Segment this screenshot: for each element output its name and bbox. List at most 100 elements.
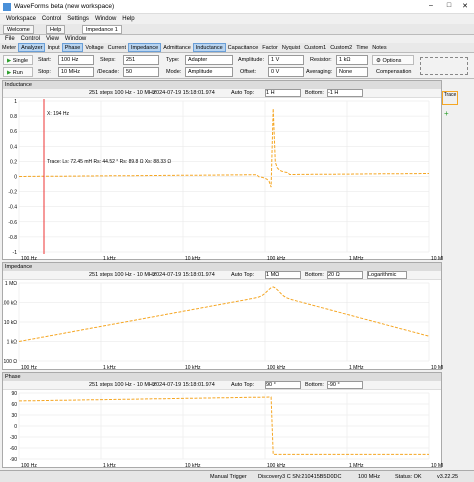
ribbon-notes[interactable]: Notes <box>372 45 387 51</box>
start-label: Start: <box>38 57 52 63</box>
submenu-view[interactable]: View <box>46 36 59 42</box>
menu-help[interactable]: Help <box>122 15 135 22</box>
type-select[interactable]: Adapter <box>185 55 233 65</box>
menu-window[interactable]: Window <box>94 15 117 22</box>
run-button[interactable]: ▶ Run <box>3 67 33 77</box>
compensation-label[interactable]: Compensation <box>376 69 412 75</box>
clock-label[interactable]: 100 MHz <box>358 474 381 480</box>
decade-select[interactable]: 50 <box>123 67 159 77</box>
impedance-top-select[interactable]: 1 MΩ <box>265 271 301 279</box>
stop-select[interactable]: 10 MHz <box>58 67 94 77</box>
tab-welcome[interactable]: Welcome <box>3 25 34 34</box>
start-select[interactable]: 100 Hz <box>58 55 94 65</box>
ribbon-analyzer[interactable]: Analyzer <box>18 43 46 52</box>
y-tick-label: -0.2 <box>8 190 17 196</box>
x-tick-label: 10 MHz <box>431 463 443 469</box>
x-tick-label: 100 Hz <box>21 365 37 371</box>
y-tick-label: -30 <box>10 435 17 441</box>
ribbon-meter[interactable]: Meter <box>2 45 17 51</box>
tab-help[interactable]: Help <box>46 25 66 34</box>
circuit-diagram-icon <box>420 57 468 75</box>
steps-select[interactable]: 251 <box>123 55 159 65</box>
x-tick-label: 10 MHz <box>431 365 443 371</box>
add-icon[interactable]: + <box>444 109 449 118</box>
ribbon-capacitance[interactable]: Capacitance <box>227 45 259 51</box>
offset-select[interactable]: 0 V <box>268 67 304 77</box>
phase-bottom-label: Bottom: <box>305 382 324 388</box>
minimize-button[interactable]: – <box>429 2 433 9</box>
device-label[interactable]: Discovery3 C SN:210415B5D0DC <box>258 474 342 480</box>
impedance-scale-select[interactable]: Logarithmic <box>367 271 407 279</box>
submenu-control[interactable]: Control <box>20 36 41 42</box>
ribbon-time[interactable]: Time <box>356 45 369 51</box>
y-tick-label: -0.4 <box>8 205 17 211</box>
side-panel: Trace + <box>442 79 474 129</box>
averaging-select[interactable]: None <box>336 67 368 77</box>
ribbon-phase[interactable]: Phase <box>61 43 84 52</box>
mode-label: Mode: <box>166 69 182 75</box>
options-button[interactable]: ⚙ Options <box>372 55 414 65</box>
y-tick-label: 0.8 <box>10 114 17 120</box>
single-button[interactable]: ▶ Single <box>3 55 33 65</box>
phase-top-select[interactable]: 90 ° <box>265 381 301 389</box>
status-label: Status: OK <box>395 474 422 480</box>
x-tick-label: 10 kHz <box>185 365 201 371</box>
inductance-top-select[interactable]: 1 H <box>265 89 301 97</box>
mode-select[interactable]: Amplitude <box>185 67 233 77</box>
phase-autotop-checkbox[interactable]: Auto Top: <box>231 382 255 388</box>
tab-impedance[interactable]: Impedance 1 <box>82 25 122 34</box>
offset-label: Offset: <box>240 69 257 75</box>
menu-workspace[interactable]: Workspace <box>6 15 36 22</box>
x-tick-label: 1 MHz <box>349 256 364 262</box>
y-tick-label: 30 <box>11 413 17 419</box>
phase-plot[interactable]: 90 60 30 0 -30 -60 -90 100 Hz 1 kHz 10 kHz 100 kHz… <box>3 391 443 471</box>
impedance-bottom-select[interactable]: 20 Ω <box>327 271 363 279</box>
ribbon-nyquist[interactable]: Nyquist <box>281 45 301 51</box>
trace-button[interactable]: Trace <box>442 91 458 105</box>
options-label: Options <box>382 58 402 64</box>
manual-trigger-button[interactable]: Manual Trigger <box>210 474 247 480</box>
inductance-bottom-label: Bottom: <box>305 90 324 96</box>
ribbon-impedance[interactable]: Impedance <box>128 43 162 52</box>
y-tick-label: 0 <box>14 424 17 430</box>
ribbon-factor[interactable]: Factor <box>262 45 278 51</box>
x-tick-label: 100 kHz <box>267 365 286 371</box>
ribbon-current[interactable]: Current <box>107 45 127 51</box>
view-ribbon: Meter Analyzer Input Phase Voltage Current Imp… <box>0 43 474 53</box>
impedance-bottom-label: Bottom: <box>305 272 324 278</box>
status-bar: Manual Trigger Discovery3 C SN:210415B5D… <box>0 470 474 482</box>
resistor-select[interactable]: 1 kΩ <box>336 55 368 65</box>
impedance-panel-title: Impedance <box>3 263 441 271</box>
ribbon-input[interactable]: Input <box>47 45 60 51</box>
x-tick-label: 10 kHz <box>185 463 201 469</box>
inductance-bottom-select[interactable]: -1 H <box>327 89 363 97</box>
y-tick-label: -0.6 <box>8 220 17 226</box>
inductance-trace-line <box>19 108 429 188</box>
ribbon-admittance[interactable]: Admittance <box>163 45 191 51</box>
inductance-timestamp: 2024-07-19 15:18:01.974 <box>153 90 215 96</box>
maximize-button[interactable]: □ <box>446 2 452 9</box>
inductance-autotop-checkbox[interactable]: Auto Top: <box>231 90 255 96</box>
close-button[interactable]: ✕ <box>462 3 468 10</box>
ribbon-custom1[interactable]: Custom1 <box>304 45 327 51</box>
decade-label: /Decade: <box>97 69 120 75</box>
inductance-toolbar: 251 steps 100 Hz - 10 MHz 2024-07-19 15:1… <box>3 89 441 98</box>
title-bar: WaveForms beta (new workspace) – □ ✕ <box>0 0 474 14</box>
single-label: Single <box>12 58 29 64</box>
x-tick-label: 1 kHz <box>103 365 116 371</box>
phase-bottom-select[interactable]: -90 ° <box>327 381 363 389</box>
ribbon-voltage[interactable]: Voltage <box>85 45 104 51</box>
phase-panel: PhaseDone251 steps 100 Hz - 10 MHz2024-0… <box>2 372 443 471</box>
phase-trace-line <box>19 396 429 455</box>
menu-settings[interactable]: Settings <box>67 15 89 22</box>
submenu-window[interactable]: Window <box>64 36 87 42</box>
submenu-file[interactable]: File <box>5 36 15 42</box>
x-tick-label: 100 kHz <box>267 256 286 262</box>
amplitude-select[interactable]: 1 V <box>268 55 304 65</box>
ribbon-custom2[interactable]: Custom2 <box>330 45 353 51</box>
impedance-autotop-checkbox[interactable]: Auto Top: <box>231 272 255 278</box>
ribbon-inductance[interactable]: Inductance <box>192 43 226 52</box>
menu-control[interactable]: Control <box>41 15 62 22</box>
